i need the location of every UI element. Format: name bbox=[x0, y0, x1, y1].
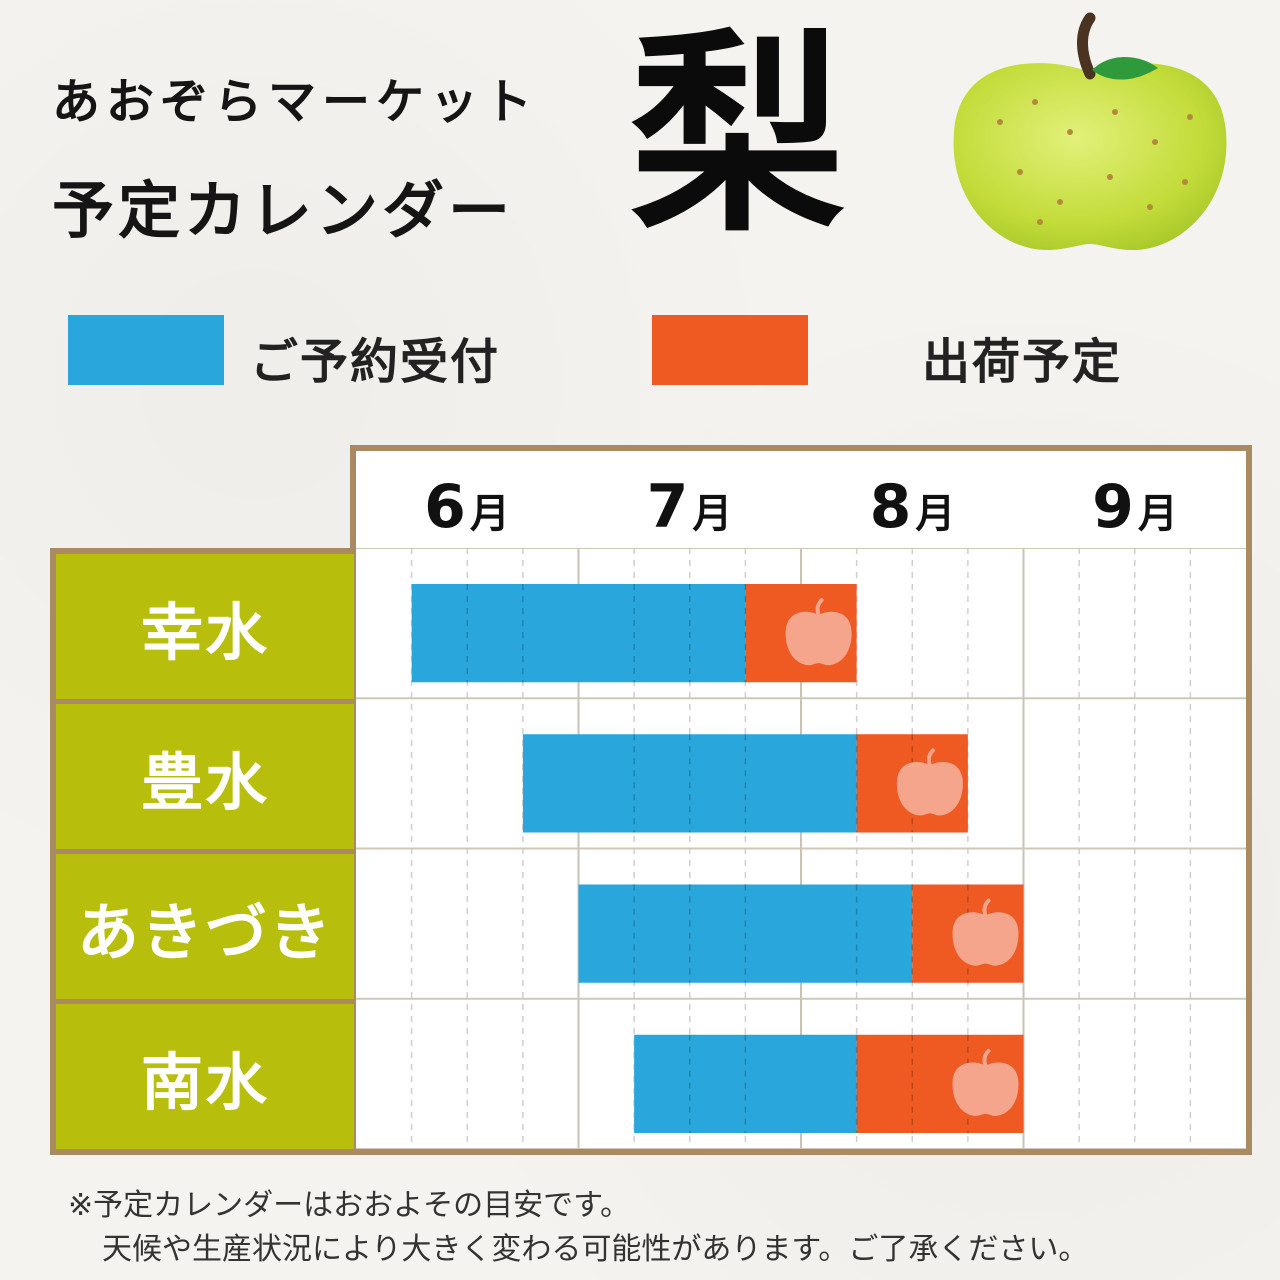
month-unit: 月 bbox=[692, 491, 733, 537]
month-unit: 月 bbox=[915, 491, 956, 537]
pear-icon bbox=[785, 598, 852, 666]
row-label-kosui: 幸水 bbox=[56, 554, 354, 699]
footnote-line2: 天候や生産状況により大きく変わる可能性があります。ご了承ください。 bbox=[102, 1232, 1089, 1267]
month-unit: 月 bbox=[1137, 491, 1178, 537]
market-name: あおぞらマーケット bbox=[52, 74, 539, 130]
row-label-akizuki: あきづき bbox=[56, 854, 354, 999]
reservation-bar bbox=[578, 884, 913, 983]
row-label-hosui: 豊水 bbox=[56, 704, 354, 849]
reservation-bar bbox=[411, 584, 746, 683]
calendar-title: 予定カレンダー bbox=[52, 174, 515, 247]
pear-icon bbox=[952, 1048, 1019, 1116]
pear-icon bbox=[952, 898, 1019, 966]
legend-shipping-swatch bbox=[652, 315, 808, 385]
fruit-title: 梨 bbox=[630, 10, 845, 261]
pear-icon bbox=[896, 748, 963, 816]
reservation-bar bbox=[522, 734, 857, 833]
month-number: 8 bbox=[869, 472, 912, 542]
footnote-line1: ※予定カレンダーはおおよその目安です。 bbox=[68, 1188, 631, 1223]
month-number: 6 bbox=[424, 472, 466, 542]
legend-reservation-label: ご予約受付 bbox=[250, 334, 501, 390]
legend-shipping-label: 出荷予定 bbox=[922, 334, 1123, 390]
reservation-bar bbox=[634, 1034, 857, 1133]
month-unit: 月 bbox=[469, 491, 510, 537]
month-number: 7 bbox=[646, 472, 689, 542]
row-label-nansui: 南水 bbox=[56, 1004, 354, 1149]
gantt-chart bbox=[356, 548, 1246, 1149]
month-number: 9 bbox=[1092, 472, 1134, 542]
green-pear-icon bbox=[940, 12, 1240, 266]
legend-reservation-swatch bbox=[68, 315, 224, 385]
